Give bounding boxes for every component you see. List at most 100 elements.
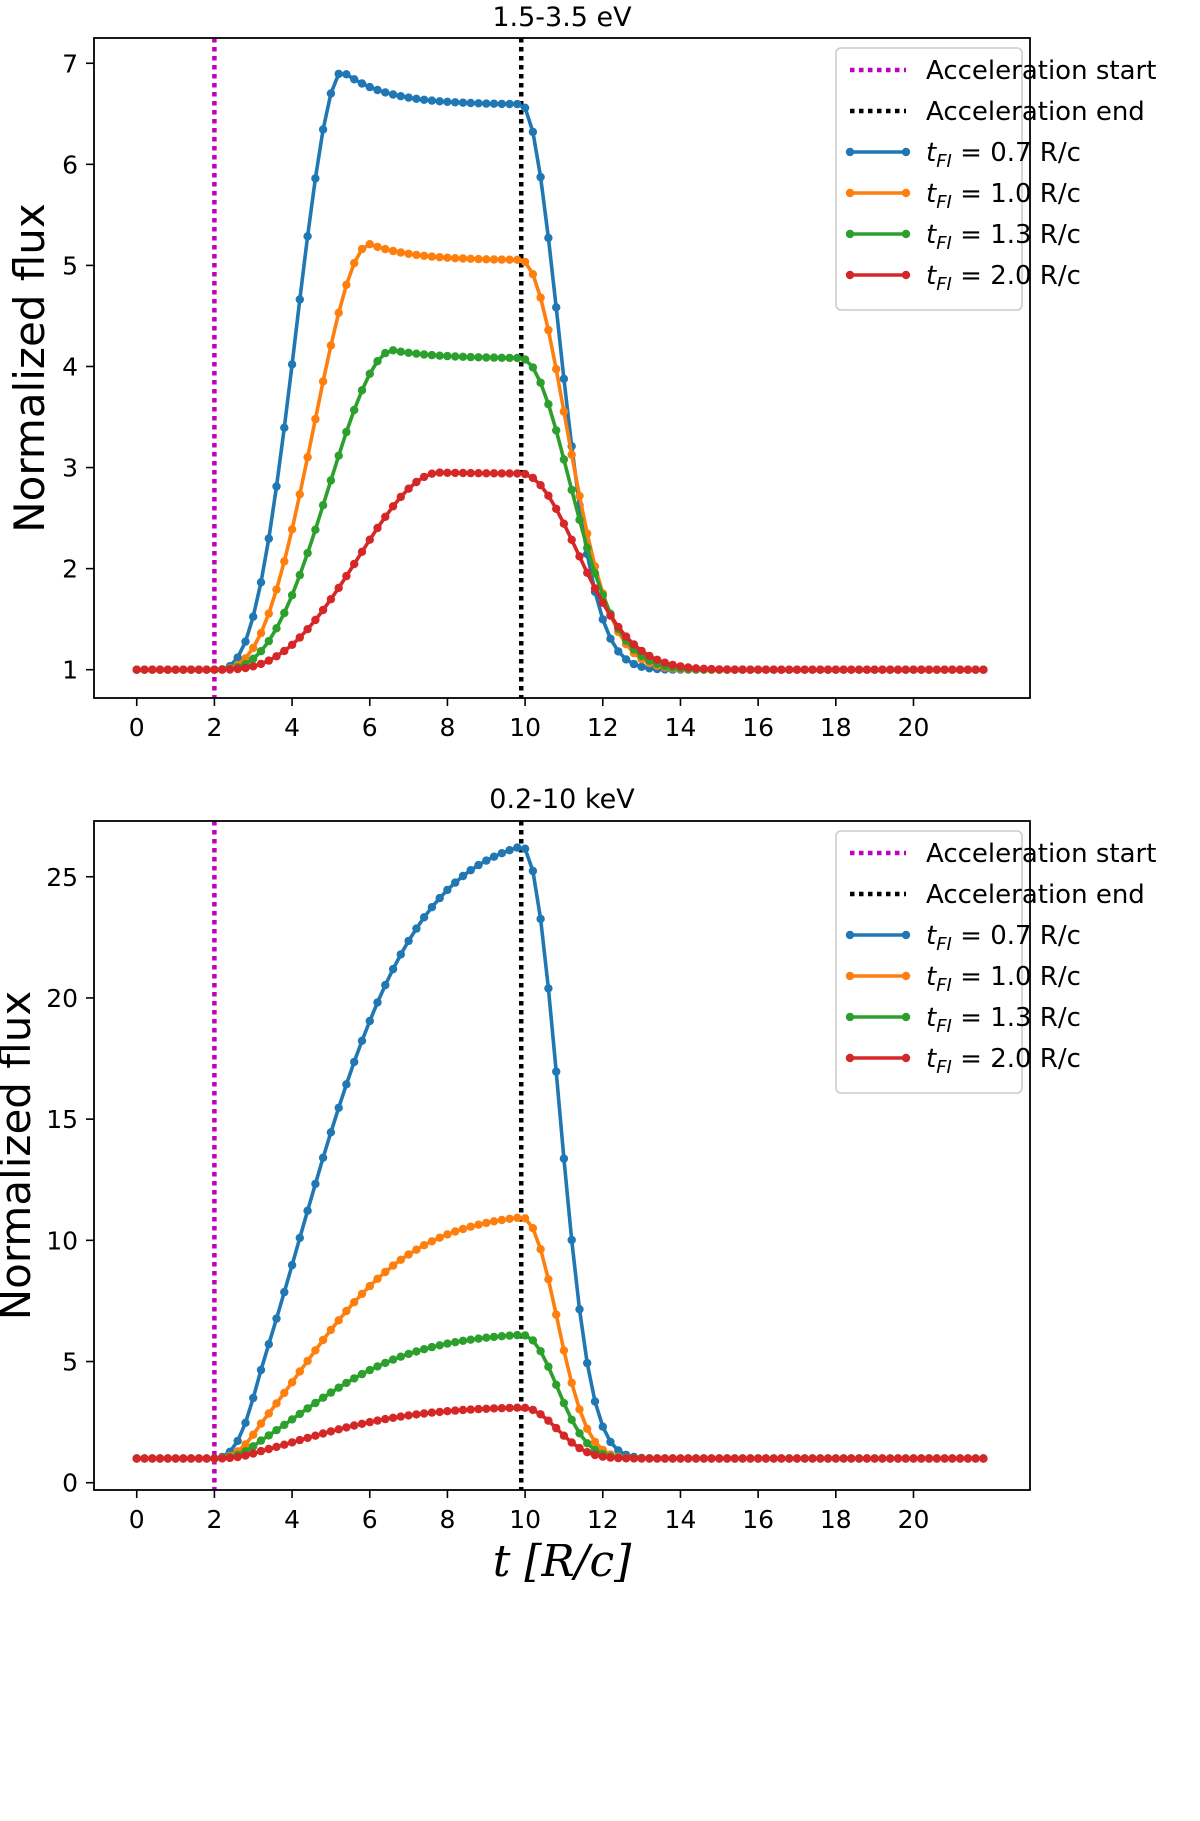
series-point: [653, 1454, 662, 1463]
series-point: [466, 254, 475, 263]
series-point: [738, 665, 747, 674]
series-point: [489, 852, 499, 861]
series-point: [249, 1442, 258, 1451]
series-point: [567, 1415, 576, 1425]
series-point: [924, 1454, 934, 1463]
series-point: [427, 96, 437, 105]
series-point: [280, 646, 289, 656]
series-point: [474, 353, 483, 362]
legend-marker: [901, 1012, 911, 1022]
series-point: [280, 1287, 289, 1297]
series-point: [536, 1347, 545, 1356]
series-point: [365, 240, 374, 249]
legend-marker: [845, 971, 855, 981]
series-point: [388, 1413, 398, 1423]
series-point: [381, 88, 390, 97]
series-point: [854, 1454, 864, 1463]
series-point: [179, 1454, 188, 1463]
series-point: [396, 248, 405, 257]
series-point: [381, 348, 390, 358]
x-tick-label: 14: [665, 1505, 697, 1534]
legend-label-rest: = 0.7 R/c: [952, 921, 1081, 951]
series-point: [419, 350, 429, 359]
series-point: [295, 570, 304, 580]
series-point: [458, 352, 468, 361]
series-point: [287, 1260, 297, 1270]
series-point: [544, 1275, 553, 1284]
series-point: [886, 665, 895, 674]
series-point: [699, 664, 708, 673]
axes-frame: [93, 37, 1031, 699]
series-point: [303, 1356, 312, 1366]
series-point: [303, 1404, 312, 1413]
series-point: [171, 1454, 180, 1463]
series-point: [684, 663, 693, 672]
series-point: [552, 1380, 561, 1390]
series-point: [785, 1454, 794, 1463]
series-point: [489, 1404, 499, 1413]
series-point: [412, 1245, 421, 1254]
series-point: [350, 258, 359, 268]
series-point: [497, 255, 506, 264]
series-point: [668, 1454, 677, 1463]
series-point: [870, 665, 879, 674]
legend-marker: [845, 147, 855, 157]
legend-marker: [845, 1053, 855, 1063]
series-point: [272, 624, 281, 633]
series-point: [350, 405, 359, 415]
series-point: [653, 655, 662, 664]
y-tick-label: 0: [62, 1469, 78, 1498]
x-tick-label: 8: [439, 1505, 455, 1534]
series-point: [186, 665, 196, 674]
legend-marker: [845, 1012, 855, 1022]
x-tick-label: 18: [820, 713, 852, 742]
series-point: [357, 244, 367, 254]
series-point: [218, 1454, 227, 1463]
series-point: [451, 1227, 460, 1236]
series-point: [241, 1451, 250, 1460]
series-point: [388, 502, 398, 511]
series-point: [528, 1336, 538, 1345]
series-point: [474, 1220, 483, 1229]
series-point: [676, 1454, 685, 1463]
series-point: [419, 472, 429, 482]
series-point: [621, 632, 631, 641]
x-tick-label: 4: [284, 713, 300, 742]
x-tick-label: 4: [284, 1505, 300, 1534]
series-point: [225, 665, 235, 674]
series-point: [287, 1415, 297, 1424]
series-point: [388, 246, 398, 256]
series-point: [404, 249, 413, 258]
series-point: [326, 1128, 336, 1137]
series-point: [567, 450, 576, 459]
series-point: [388, 90, 398, 99]
series-point: [272, 482, 281, 491]
series-point: [249, 643, 258, 653]
series-point: [256, 628, 266, 638]
series-point: [497, 99, 506, 109]
series-point: [249, 662, 258, 671]
series-point: [388, 1355, 398, 1364]
legend-label: Acceleration end: [926, 97, 1145, 127]
series-point: [412, 94, 421, 104]
series-point: [955, 665, 965, 674]
series-point: [381, 1267, 390, 1277]
series-point: [287, 591, 297, 600]
series-point: [419, 251, 429, 260]
series-point: [365, 82, 374, 92]
series-point: [427, 1408, 437, 1417]
series-point: [396, 950, 405, 959]
series-point: [575, 515, 584, 524]
series-point: [140, 665, 149, 674]
series-point: [155, 1454, 165, 1463]
legend-label-rest: = 2.0 R/c: [952, 261, 1081, 291]
series-point: [839, 665, 848, 674]
legend-label-sub: FI: [936, 151, 952, 172]
series-point: [544, 233, 553, 243]
series-point: [497, 1215, 506, 1225]
series-point: [536, 172, 545, 182]
series-point: [489, 255, 499, 264]
legend-marker: [901, 229, 911, 239]
series-point: [412, 477, 421, 487]
series-point: [458, 254, 468, 263]
